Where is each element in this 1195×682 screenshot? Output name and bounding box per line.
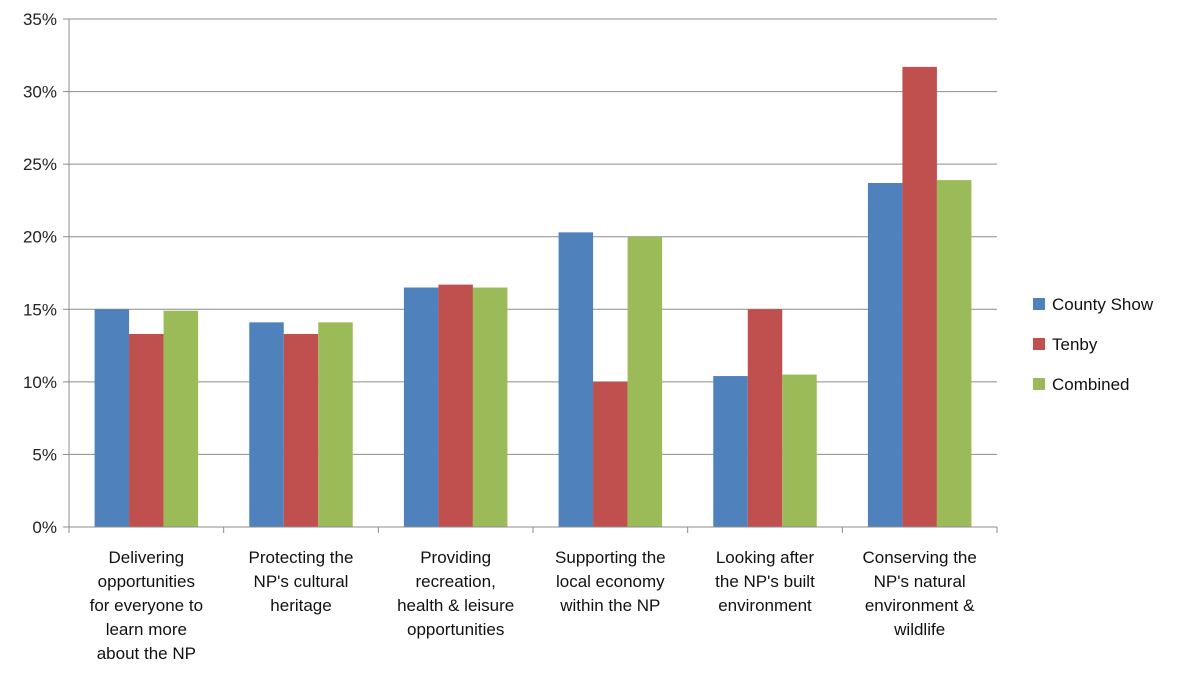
bar	[163, 310, 199, 527]
x-category-label: environment &	[865, 596, 975, 615]
bar	[936, 180, 972, 527]
x-category-label: environment	[718, 596, 812, 615]
x-category-label: Delivering	[109, 548, 185, 567]
x-category-label: for everyone to	[90, 596, 203, 615]
legend-swatch	[1033, 378, 1045, 390]
y-tick-label: 20%	[23, 228, 57, 247]
bar	[283, 333, 319, 527]
bar	[593, 381, 628, 527]
bar	[94, 309, 130, 527]
bar	[782, 374, 817, 527]
bar	[558, 232, 594, 528]
x-category-label: Providing	[420, 548, 491, 567]
legend-label: Tenby	[1052, 335, 1098, 354]
x-category-label: about the NP	[97, 644, 196, 663]
bar	[713, 376, 748, 527]
bar	[129, 333, 164, 527]
y-tick-label: 35%	[23, 10, 57, 29]
bar	[627, 236, 663, 527]
bar	[318, 322, 353, 527]
legend: County Show Tenby Combined	[1033, 295, 1154, 394]
x-category-label: local economy	[556, 572, 665, 591]
x-category-label: heritage	[270, 596, 331, 615]
bar	[403, 287, 439, 527]
bar	[867, 183, 903, 528]
axes	[68, 19, 998, 533]
y-axis-ticks: 0% 5% 10% 15% 20% 25% 30% 35%	[23, 10, 69, 537]
y-tick-label: 10%	[23, 373, 57, 392]
bar	[747, 309, 783, 527]
bar	[472, 287, 508, 527]
bar	[438, 284, 473, 527]
x-category-label: the NP's built	[715, 572, 815, 591]
x-category-label: NP's natural	[874, 572, 966, 591]
x-category-label: health & leisure	[397, 596, 514, 615]
x-category-label: Conserving the	[862, 548, 976, 567]
y-tick-label: 5%	[32, 445, 57, 464]
x-category-label: NP's cultural	[254, 572, 349, 591]
x-category-label: opportunities	[407, 620, 504, 639]
bar	[902, 66, 937, 527]
x-category-label: learn more	[106, 620, 187, 639]
bars	[94, 66, 972, 528]
legend-label: Combined	[1052, 375, 1130, 394]
x-category-label: Protecting the	[249, 548, 354, 567]
gridlines	[69, 18, 997, 455]
bar	[249, 322, 284, 527]
legend-label: County Show	[1052, 295, 1154, 314]
x-category-label: wildlife	[893, 620, 945, 639]
y-tick-label: 0%	[32, 518, 57, 537]
x-category-label: opportunities	[98, 572, 195, 591]
y-tick-label: 15%	[23, 300, 57, 319]
legend-swatch	[1033, 298, 1045, 310]
x-category-label: within the NP	[559, 596, 660, 615]
x-category-label: Supporting the	[555, 548, 666, 567]
x-category-label: recreation,	[416, 572, 496, 591]
legend-swatch	[1033, 338, 1045, 350]
x-category-label: Looking after	[716, 548, 815, 567]
x-axis-categories: Delivering opportunities for everyone to le…	[90, 548, 977, 663]
y-tick-label: 25%	[23, 155, 57, 174]
y-tick-label: 30%	[23, 83, 57, 102]
